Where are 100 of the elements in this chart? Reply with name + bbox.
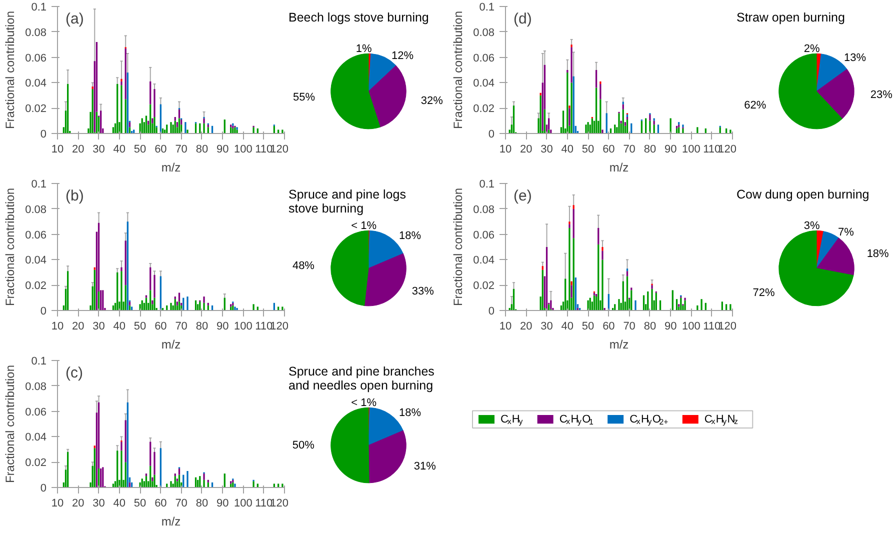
y-axis-title: Fractional contribution xyxy=(3,188,18,306)
x-tick-label: 120 xyxy=(270,320,289,332)
y-tick-label: 0.06 xyxy=(473,229,495,242)
x-tick-label: 110 xyxy=(255,498,273,510)
x-tick-label: 90 xyxy=(664,144,677,156)
x-tick-label: 110 xyxy=(255,320,273,332)
data-label: 32% xyxy=(420,94,444,107)
y-tick-label: 0.02 xyxy=(25,103,47,116)
x-tick-label: 60 xyxy=(154,144,167,156)
data-label: 50% xyxy=(292,440,315,452)
y-tick-label: 0.04 xyxy=(25,78,47,90)
data-label: 33% xyxy=(412,285,434,298)
data-label: 13% xyxy=(844,52,866,64)
y-tick-label: 0.04 xyxy=(473,254,495,267)
x-tick-label: 10 xyxy=(51,498,64,510)
data-label: 18% xyxy=(399,407,422,420)
x-tick-label: 50 xyxy=(134,144,146,156)
x-tick-label: 20 xyxy=(72,498,84,510)
x-tick-label: 120 xyxy=(270,144,289,156)
x-tick-label: 70 xyxy=(623,320,636,332)
x-tick-label: 100 xyxy=(682,144,700,156)
y-tick-label: 0.06 xyxy=(25,52,47,64)
data-label: < 1% xyxy=(351,397,377,410)
y-tick-label: 0 xyxy=(40,128,47,140)
x-tick-label: 50 xyxy=(134,498,146,510)
x-tick-label: 30 xyxy=(92,498,105,510)
annotation: (e) xyxy=(514,188,532,204)
data-label: 18% xyxy=(866,248,890,260)
x-tick-label: 70 xyxy=(175,498,188,510)
x-tick-label: 20 xyxy=(72,320,84,332)
x-tick-label: 40 xyxy=(113,144,126,156)
y-tick-label: 0.06 xyxy=(25,406,47,418)
x-tick-label: 80 xyxy=(644,144,656,156)
y-tick-label: 0.04 xyxy=(473,78,495,90)
data-label: 31% xyxy=(414,460,436,472)
x-tick-label: 40 xyxy=(561,320,574,332)
y-tick-label: 0.06 xyxy=(25,229,47,242)
x-tick-label: 20 xyxy=(520,144,532,156)
x-tick-label: 70 xyxy=(623,144,636,156)
y-tick-label: 0.1 xyxy=(31,2,47,14)
y-tick-label: 0.02 xyxy=(473,103,495,116)
chart-title: Spruce and pine logs stove burning xyxy=(288,188,406,216)
data-label: 7% xyxy=(838,226,854,239)
y-tick-label: 0.1 xyxy=(479,178,495,190)
y-axis-title: Fractional contribution xyxy=(3,364,18,484)
x-tick-label: 50 xyxy=(582,144,594,156)
data-label: 3% xyxy=(804,220,820,232)
x-tick-label: 50 xyxy=(582,320,594,332)
x-tick-label: 80 xyxy=(196,320,208,332)
y-axis-title: Fractional contribution xyxy=(3,10,18,130)
x-tick-label: 30 xyxy=(540,320,553,332)
x-tick-label: 90 xyxy=(216,320,229,332)
x-tick-label: 100 xyxy=(682,320,700,332)
x-tick-label: 20 xyxy=(520,320,532,332)
x-tick-label: 110 xyxy=(703,144,721,156)
x-tick-label: 40 xyxy=(113,320,126,332)
x-tick-label: 10 xyxy=(499,320,512,332)
x-axis-title: m/z xyxy=(161,514,181,528)
x-tick-label: 10 xyxy=(51,320,64,332)
data-label: 72% xyxy=(752,287,776,300)
annotation: (c) xyxy=(66,364,83,382)
data-label: 55% xyxy=(293,91,316,104)
x-tick-label: 30 xyxy=(540,144,553,156)
x-tick-label: 120 xyxy=(718,144,737,156)
x-tick-label: 80 xyxy=(196,498,208,510)
x-tick-label: 80 xyxy=(644,320,656,332)
y-tick-label: 0.04 xyxy=(25,432,47,444)
y-axis-title: Fractional contribution xyxy=(451,10,466,130)
x-axis-title: m/z xyxy=(609,338,629,352)
chart-title: Straw open burning xyxy=(736,10,845,25)
y-tick-label: 0.08 xyxy=(473,204,495,216)
x-tick-label: 80 xyxy=(196,144,208,156)
x-tick-label: 90 xyxy=(664,320,677,332)
y-tick-label: 0.06 xyxy=(473,52,495,64)
y-tick-label: 0.08 xyxy=(25,204,47,216)
x-axis-title: m/z xyxy=(161,160,181,174)
x-tick-label: 90 xyxy=(216,144,229,156)
x-tick-label: 110 xyxy=(255,144,273,156)
annotation: (a) xyxy=(66,10,84,28)
data-label: 48% xyxy=(292,260,315,272)
y-tick-label: 0.02 xyxy=(473,280,495,292)
x-tick-label: 20 xyxy=(72,144,84,156)
x-axis-title: m/z xyxy=(161,338,181,352)
x-axis-title: m/z xyxy=(609,160,629,174)
x-tick-label: 30 xyxy=(92,320,105,332)
x-tick-label: 60 xyxy=(602,144,615,156)
x-tick-label: 60 xyxy=(602,320,615,332)
x-tick-label: 120 xyxy=(270,498,289,510)
data-label: < 1% xyxy=(351,220,377,232)
x-tick-label: 10 xyxy=(499,144,512,156)
y-tick-label: 0.1 xyxy=(479,2,495,14)
data-label: 62% xyxy=(744,100,766,112)
x-tick-label: 70 xyxy=(175,320,188,332)
y-tick-label: 0 xyxy=(488,128,495,140)
x-tick-label: 100 xyxy=(234,498,252,510)
x-tick-label: 40 xyxy=(561,144,574,156)
annotation: (b) xyxy=(66,188,84,204)
x-tick-label: 100 xyxy=(234,320,252,332)
x-tick-label: 60 xyxy=(154,498,167,510)
chart-title: Beech logs stove burning xyxy=(288,10,429,25)
